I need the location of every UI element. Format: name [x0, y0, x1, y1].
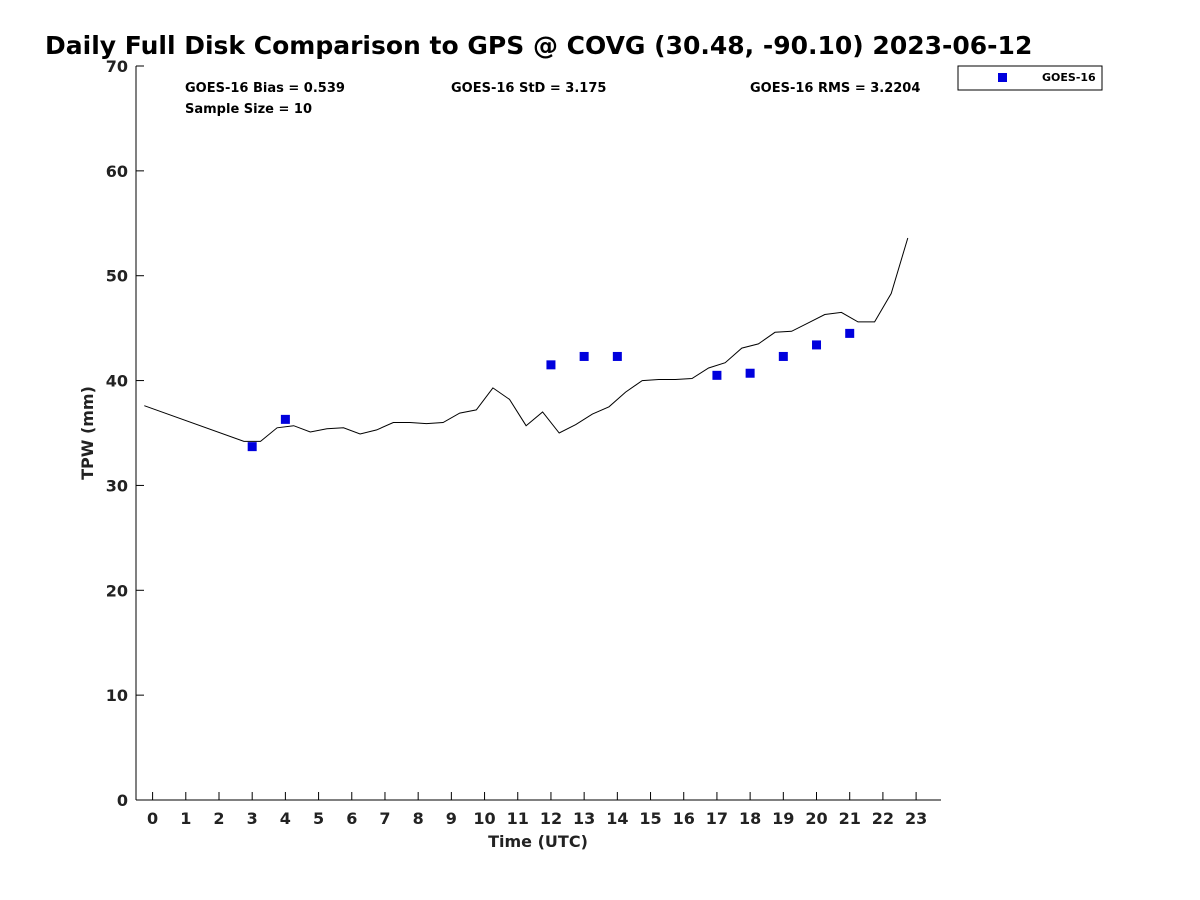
x-tick-label: 22 — [872, 809, 894, 828]
stat-bias: GOES-16 Bias = 0.539 — [185, 81, 345, 96]
y-tick-label: 10 — [106, 686, 128, 705]
x-tick-label: 19 — [772, 809, 794, 828]
y-tick-label: 60 — [106, 162, 128, 181]
y-tick-label: 20 — [106, 581, 128, 600]
x-tick-label: 18 — [739, 809, 761, 828]
stat-std: GOES-16 StD = 3.175 — [451, 81, 606, 96]
x-axis-label: Time (UTC) — [488, 832, 588, 851]
y-tick-label: 40 — [106, 372, 128, 391]
y-tick-label: 30 — [106, 476, 128, 495]
x-tick-label: 8 — [413, 809, 424, 828]
legend: GOES-16 — [957, 65, 1103, 91]
x-tick-label: 3 — [247, 809, 258, 828]
x-tick-label: 23 — [905, 809, 927, 828]
x-tick-label: 14 — [606, 809, 628, 828]
goes16-point — [280, 414, 290, 424]
stat-rms: GOES-16 RMS = 3.2204 — [750, 81, 920, 96]
x-tick-label: 1 — [180, 809, 191, 828]
gps-tpw-line — [144, 237, 909, 442]
goes16-point — [712, 370, 722, 380]
goes16-point — [812, 340, 822, 350]
x-tick-label: 5 — [313, 809, 324, 828]
y-axis-label: TPW (mm) — [78, 386, 97, 480]
x-tick-label: 10 — [473, 809, 495, 828]
goes16-point — [778, 351, 788, 361]
y-tick-label: 0 — [117, 791, 128, 810]
x-tick-label: 20 — [805, 809, 827, 828]
x-tick-label: 6 — [346, 809, 357, 828]
chart-title: Daily Full Disk Comparison to GPS @ COVG… — [45, 31, 1032, 60]
plot-area — [144, 237, 909, 452]
x-tick-label: 17 — [706, 809, 728, 828]
stat-sample-size: Sample Size = 10 — [185, 102, 312, 117]
legend-box — [957, 65, 1103, 91]
x-tick-label: 13 — [573, 809, 595, 828]
legend-label-goes16: GOES-16 — [1042, 71, 1096, 84]
x-tick-label: 11 — [507, 809, 529, 828]
x-tick-label: 15 — [639, 809, 661, 828]
legend-marker-goes16 — [998, 73, 1007, 82]
goes16-point — [745, 368, 755, 378]
x-tick-label: 12 — [540, 809, 562, 828]
y-tick-label: 50 — [106, 267, 128, 286]
x-tick-label: 7 — [379, 809, 390, 828]
x-tick-label: 0 — [147, 809, 158, 828]
goes16-point — [247, 442, 257, 452]
goes16-point — [546, 360, 556, 370]
goes16-point — [612, 351, 622, 361]
x-tick-label: 4 — [280, 809, 291, 828]
x-tick-label: 2 — [213, 809, 224, 828]
x-tick-label: 21 — [839, 809, 861, 828]
goes16-point — [845, 328, 855, 338]
y-tick-label: 70 — [106, 57, 128, 76]
x-tick-label: 16 — [673, 809, 695, 828]
x-tick-label: 9 — [446, 809, 457, 828]
goes16-point — [579, 351, 589, 361]
